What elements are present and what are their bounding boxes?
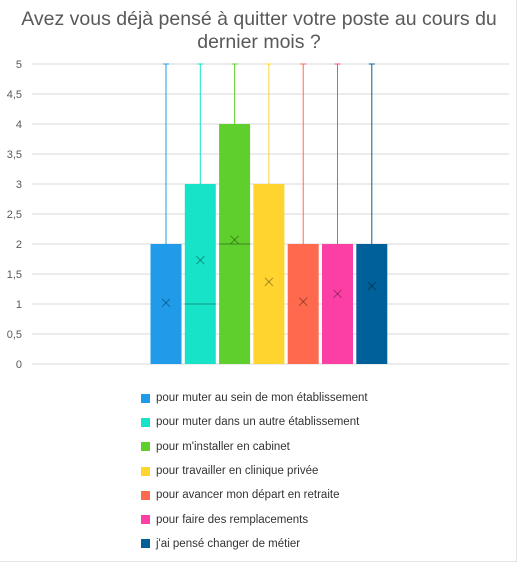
mean-marker [298,297,308,306]
legend-swatch [141,393,150,403]
mean-marker-stroke [367,281,377,291]
box [322,244,353,364]
chart-legend: pour muter au sein de mon établissement … [141,386,368,556]
chart-title: Avez vous déjà pensé à quitter votre pos… [0,8,518,54]
mean-marker-stroke [264,277,274,287]
legend-label: j'ai pensé changer de métier [156,537,301,550]
legend-item: j'ai pensé changer de métier [141,532,368,556]
mean-marker-stroke [230,235,239,245]
legend-item: pour muter au sein de mon établissement [141,386,368,410]
mean-marker-stroke [333,289,342,299]
mean-marker [195,255,205,265]
box [184,184,216,364]
mean-marker-stroke [230,235,239,245]
box [253,184,285,364]
mean-marker-stroke [298,297,308,306]
mean-marker [264,277,274,287]
mean-marker [333,289,342,299]
legend-item: pour faire des remplacements [141,507,368,531]
mean-marker-stroke [161,298,171,308]
mean-marker-stroke [264,277,274,287]
y-tick-label: 2 [16,239,22,251]
box [150,244,182,364]
y-tick-label: 2,5 [7,209,22,221]
y-tick-label: 5 [16,59,22,71]
y-tick-label: 4 [16,119,22,131]
chart-title-line-2: dernier mois ? [197,31,321,53]
legend-swatch [141,442,150,452]
y-tick-label: 3 [16,179,22,191]
mean-marker-stroke [367,281,377,291]
legend-label: pour faire des remplacements [156,513,309,526]
legend-swatch [141,417,150,427]
y-tick-label: 3,5 [7,149,22,161]
legend-swatch [141,490,150,500]
mean-marker [367,281,377,291]
y-tick-label: 1,5 [7,269,22,281]
y-tick-label: 0 [16,359,22,371]
legend-label: pour avancer mon départ en retraite [156,489,340,502]
legend-label: pour m'installer en cabinet [156,440,290,453]
legend-item: pour muter dans un autre établissement [141,410,368,434]
box [219,124,251,364]
legend-item: pour travailler en clinique privée [141,459,368,483]
legend-swatch [141,515,150,525]
legend-item: pour avancer mon départ en retraite [141,483,368,507]
y-tick-label: 1 [16,299,22,311]
mean-marker-stroke [195,255,205,265]
box [356,244,388,364]
legend-swatch [141,539,150,549]
legend-item: pour m'installer en cabinet [141,435,368,459]
y-tick-label: 0,5 [7,329,22,341]
mean-marker [230,235,239,245]
legend-label: pour muter dans un autre établissement [156,416,360,429]
mean-marker-stroke [298,297,308,306]
mean-marker-stroke [195,255,205,265]
mean-marker [161,298,171,308]
mean-marker-stroke [333,289,342,299]
legend-swatch [141,466,150,476]
mean-marker-stroke [161,298,171,308]
box [287,244,319,364]
chart-title-line-1: Avez vous déjà pensé à quitter votre pos… [21,8,497,30]
legend-label: pour travailler en clinique privée [156,465,319,478]
y-tick-label: 4,5 [7,89,22,101]
legend-label: pour muter au sein de mon établissement [156,392,368,405]
